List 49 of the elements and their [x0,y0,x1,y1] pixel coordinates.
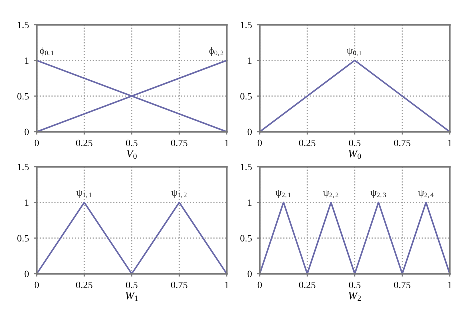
y-tick-label: 0 [24,270,29,278]
x-tick-label: 0.75 [171,282,188,289]
x-tick-label: 0.25 [76,282,93,289]
x-tick-label: 1 [225,140,229,146]
x-tick-label: 0.5 [126,140,138,147]
x-axis-title: W$_{1}$ [126,292,138,302]
x-tick-label: 0.5 [126,282,138,289]
x-tick-label: 0.75 [394,282,411,289]
x-axis-title: W$_{2}$ [348,292,362,302]
series-label: ϕ$_{0,1}$ [40,47,54,56]
x-tick-label: 0 [258,140,262,146]
series-label: ψ$_{2,4}$ [418,190,434,198]
x-tick-label: 0 [34,282,40,288]
x-tick-label: 0.75 [394,140,411,147]
x-tick-label: 0.25 [299,282,316,289]
y-tick-label: 0.5 [240,93,252,100]
x-axis-title: V$_{0}$ [127,150,137,160]
x-tick-label: 0 [258,282,262,288]
y-tick-label: 1.5 [241,164,252,171]
x-tick-label: 1 [225,282,229,288]
x-axis-title: W$_{0}$ [348,150,362,160]
y-tick-label: 0 [248,270,252,278]
x-tick-label: 0.5 [349,282,361,289]
x-tick-label: 0.75 [171,140,188,147]
y-tick-label: 0.5 [240,235,252,242]
series-label: ψ$_{1,1}$ [76,190,92,198]
series-label: ψ$_{2,1}$ [276,190,292,198]
series-label: ψ$_{1,2}$ [172,190,187,198]
y-tick-label: 0 [24,128,29,136]
y-tick-label: 1 [248,200,252,206]
series-label: ψ$_{2,2}$ [323,190,339,198]
y-tick-label: 0 [248,128,252,136]
series-label: ψ$_{0,1}$ [347,48,362,56]
y-tick-label: 1.5 [18,22,29,29]
x-tick-label: 1 [448,282,452,288]
x-tick-label: 0.25 [76,140,93,147]
y-tick-label: 0.5 [18,93,29,100]
y-tick-label: 1.5 [18,164,29,171]
x-tick-label: 0.25 [299,140,316,147]
x-tick-label: 1 [448,140,452,146]
y-tick-label: 1 [25,58,29,64]
y-tick-label: 1 [248,58,252,64]
x-tick-label: 0.5 [349,140,361,147]
series-label: ψ$_{2,3}$ [370,190,386,198]
y-tick-label: 1 [25,200,29,206]
y-tick-label: 1.5 [241,22,252,29]
y-tick-label: 0.5 [18,235,29,242]
series-label: ϕ$_{0,2}$ [210,47,224,56]
x-tick-label: 0 [34,140,40,146]
